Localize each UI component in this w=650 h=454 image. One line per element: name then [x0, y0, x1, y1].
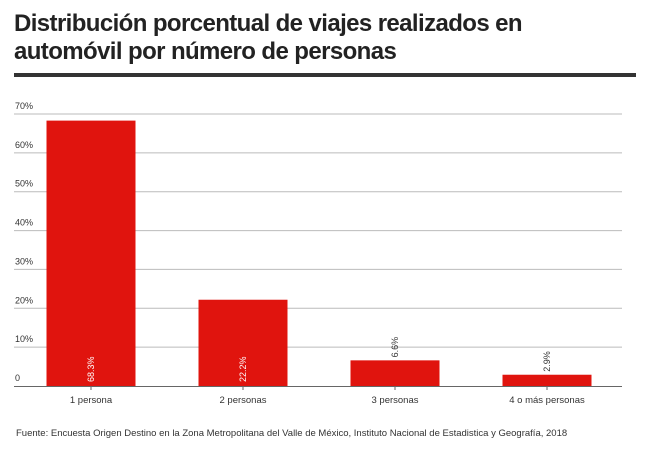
bar-chart: 0 10% 20% 30% 40% 50% 60% 70% 68.3% 22.2% 6.6% 2.9… [14, 101, 622, 406]
y-tick-label: 70% [15, 101, 33, 111]
x-axis-category-labels: 1 persona 2 personas 3 personas 4 o más per… [70, 395, 585, 406]
bar-1 [46, 120, 136, 386]
bar-2 [198, 299, 288, 386]
x-axis [14, 386, 622, 390]
y-tick-label: 20% [15, 295, 33, 305]
data-label: 22.2% [238, 356, 248, 382]
category-label: 2 personas [219, 395, 266, 406]
y-tick-label: 40% [15, 218, 33, 228]
data-label: 68.3% [86, 356, 96, 382]
chart-title: Distribución porcentual de viajes realiz… [14, 10, 523, 65]
y-tick-label: 30% [15, 256, 33, 266]
y-tick-label: 0 [15, 373, 20, 383]
data-label: 6.6% [390, 337, 400, 358]
bar-4 [502, 374, 592, 386]
y-tick-label: 60% [15, 140, 33, 150]
y-tick-label: 10% [15, 334, 33, 344]
y-axis-tick-labels: 0 10% 20% 30% 40% 50% 60% 70% [15, 101, 33, 383]
category-label: 4 o más personas [509, 395, 585, 406]
category-label: 1 persona [70, 395, 113, 406]
data-label: 2.9% [542, 351, 552, 372]
bars: 68.3% 22.2% 6.6% 2.9% [46, 120, 592, 386]
y-tick-label: 50% [15, 179, 33, 189]
bar-3 [350, 360, 440, 386]
source-note: Fuente: Encuesta Origen Destino en la Zo… [16, 428, 568, 439]
title-divider [14, 73, 636, 77]
category-label: 3 personas [371, 395, 418, 406]
